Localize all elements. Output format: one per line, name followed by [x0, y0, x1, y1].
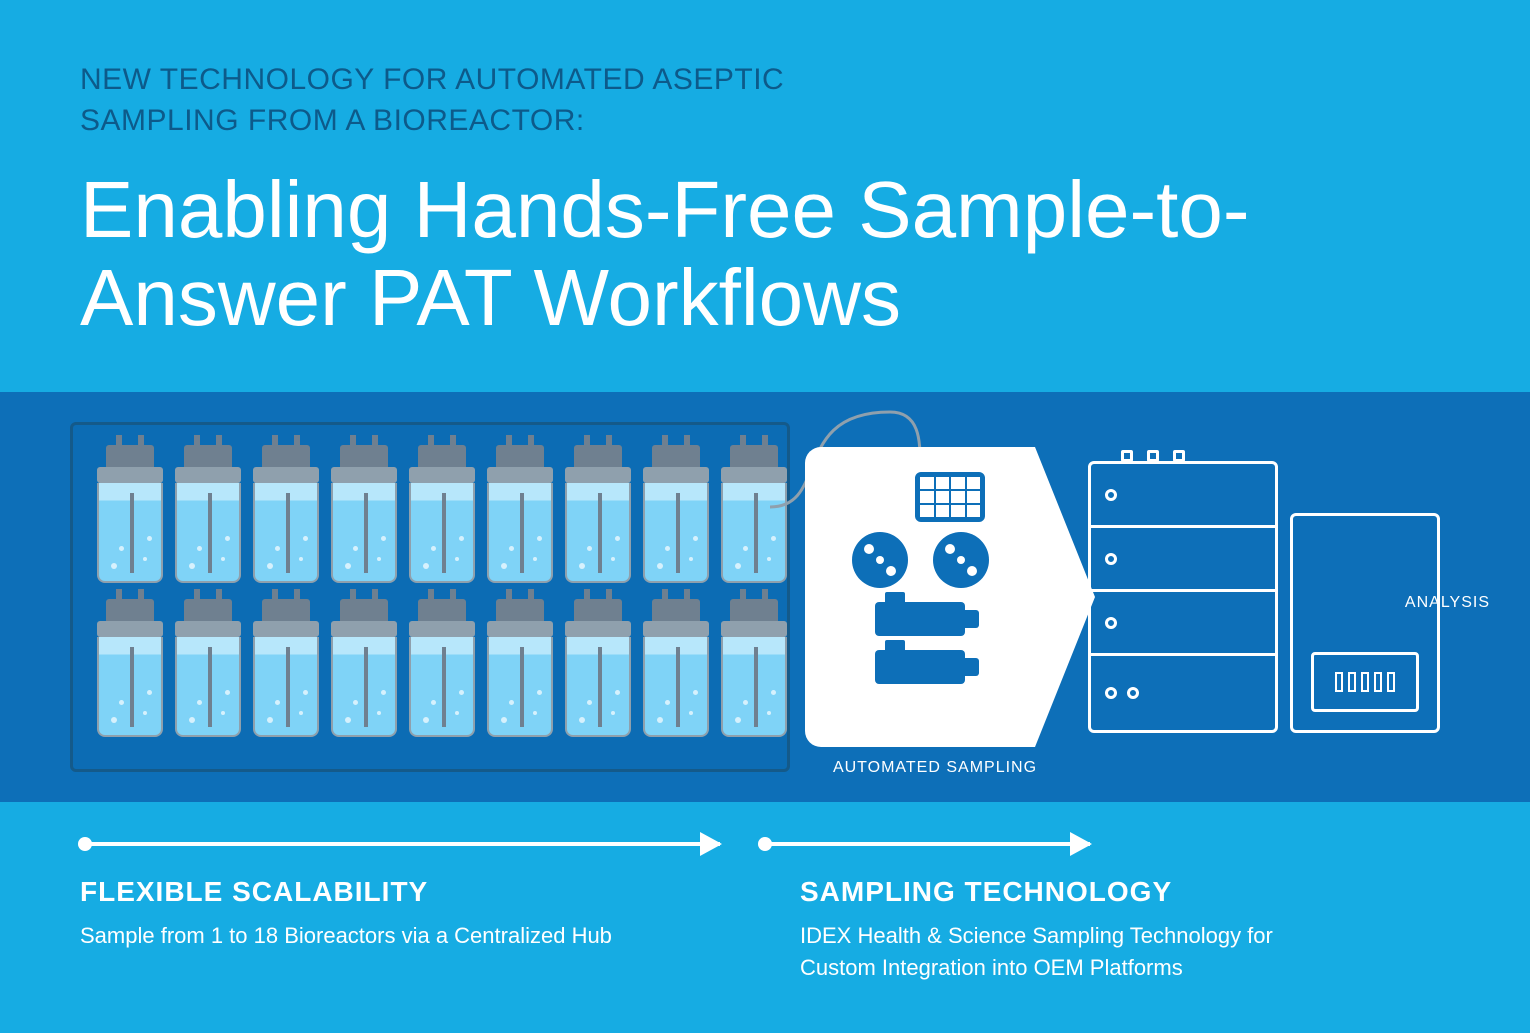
workflow-band: AUTOMATED SAMPLING ANALYSIS — [0, 392, 1530, 802]
bioreactor-icon — [93, 599, 167, 749]
bioreactor-icon — [249, 445, 323, 595]
bioreactor-icon — [561, 599, 635, 749]
bioreactor-icon — [405, 599, 479, 749]
bioreactor-icon — [249, 599, 323, 749]
column-heading: FLEXIBLE SCALABILITY — [80, 876, 740, 908]
bioreactor-icon — [483, 445, 557, 595]
bioreactor-icon — [717, 599, 791, 749]
bioreactor-icon — [327, 599, 401, 749]
rotary-valve-icon — [852, 532, 908, 588]
pump-icon — [875, 602, 965, 636]
sampling-module: AUTOMATED SAMPLING — [805, 447, 1065, 747]
rotary-valve-icon — [933, 532, 989, 588]
arrow-flexible-scalability-icon — [80, 842, 720, 846]
sampling-label: AUTOMATED SAMPLING — [805, 759, 1065, 777]
bioreactor-icon — [171, 599, 245, 749]
column-body: Sample from 1 to 18 Bioreactors via a Ce… — [80, 920, 620, 952]
column-flexible-scalability: FLEXIBLE SCALABILITY Sample from 1 to 18… — [80, 876, 740, 984]
bioreactor-icon — [405, 445, 479, 595]
analyzer-tower-icon — [1088, 461, 1278, 733]
bioreactor-icon — [171, 445, 245, 595]
header: NEW TECHNOLOGY FOR AUTOMATED ASEPTIC SAM… — [0, 0, 1530, 372]
manifold-icon — [915, 472, 985, 522]
bioreactor-icon — [561, 445, 635, 595]
bioreactor-icon — [327, 445, 401, 595]
column-body: IDEX Health & Science Sampling Technolog… — [800, 920, 1340, 984]
bioreactor-icon — [639, 445, 713, 595]
bioreactor-icon — [639, 599, 713, 749]
page-title: Enabling Hands-Free Sample-to-Answer PAT… — [80, 166, 1280, 342]
column-sampling-technology: SAMPLING TECHNOLOGY IDEX Health & Scienc… — [800, 876, 1400, 984]
bioreactor-grid — [70, 422, 790, 772]
column-heading: SAMPLING TECHNOLOGY — [800, 876, 1400, 908]
analysis-module: ANALYSIS — [1405, 582, 1490, 612]
flow-arrows — [0, 802, 1530, 856]
pump-icon — [875, 650, 965, 684]
page-subtitle: NEW TECHNOLOGY FOR AUTOMATED ASEPTIC SAM… — [80, 60, 880, 141]
analyzer-side-icon — [1290, 513, 1440, 733]
arrow-sampling-technology-icon — [760, 842, 1090, 846]
description-columns: FLEXIBLE SCALABILITY Sample from 1 to 18… — [0, 856, 1530, 1004]
sampling-box-icon — [805, 447, 1035, 747]
bioreactor-icon — [93, 445, 167, 595]
bioreactor-icon — [483, 599, 557, 749]
